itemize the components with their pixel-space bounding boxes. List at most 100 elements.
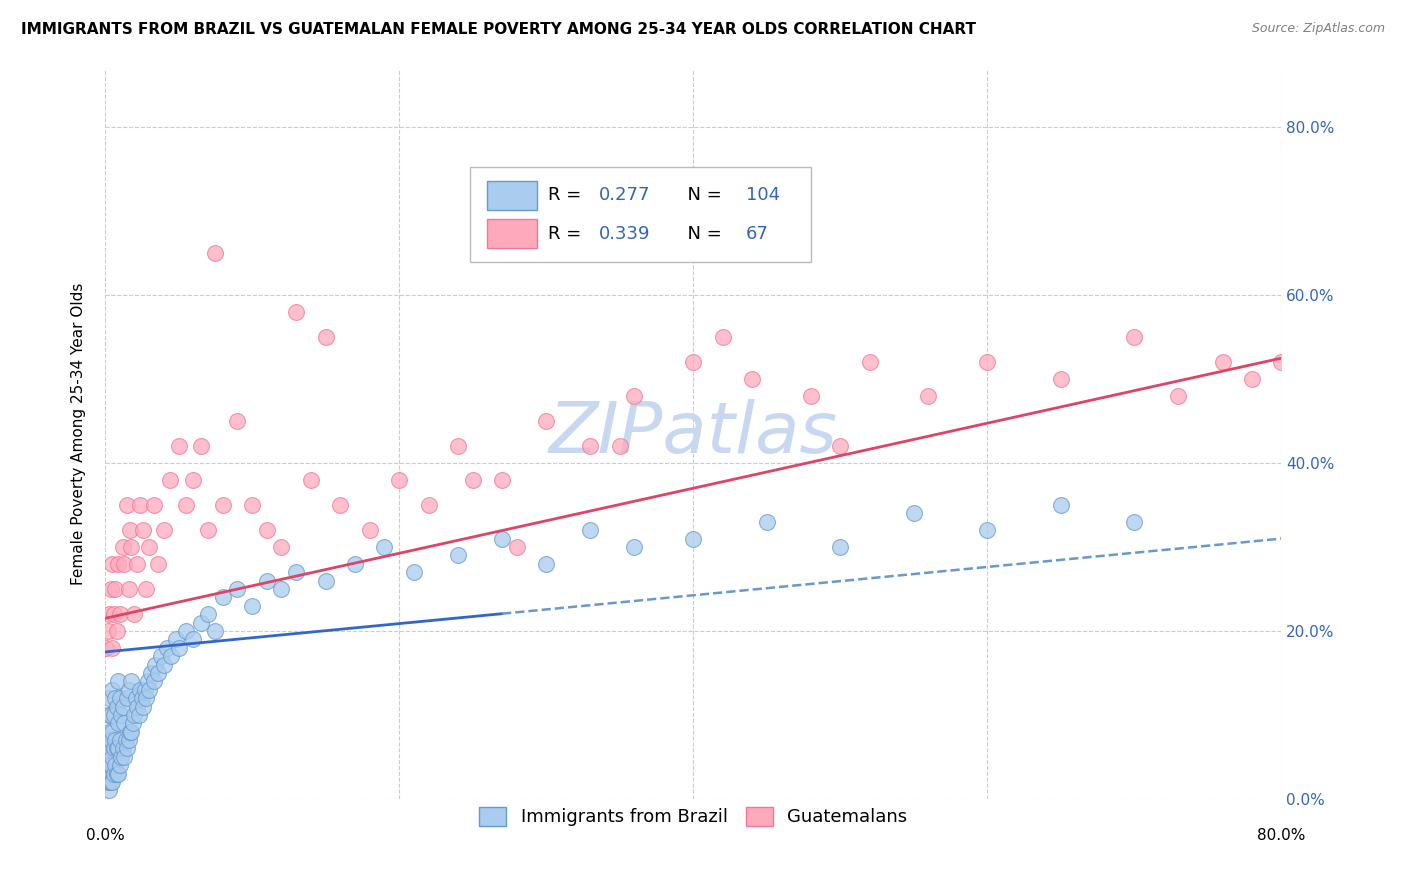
- Point: [142, 674, 165, 689]
- Text: 0.339: 0.339: [599, 225, 651, 243]
- Point: [135, 691, 157, 706]
- Point: [100, 733, 122, 747]
- Point: [98, 775, 121, 789]
- Text: N =: N =: [675, 186, 727, 204]
- Point: [98, 741, 121, 756]
- Point: [96, 741, 118, 756]
- Point: [96, 640, 118, 655]
- Point: [120, 724, 142, 739]
- Point: [976, 355, 998, 369]
- Point: [329, 498, 352, 512]
- Point: [623, 540, 645, 554]
- Point: [142, 498, 165, 512]
- Point: [117, 682, 139, 697]
- Y-axis label: Female Poverty Among 25-34 Year Olds: Female Poverty Among 25-34 Year Olds: [72, 283, 86, 585]
- Point: [343, 557, 366, 571]
- Point: [1167, 389, 1189, 403]
- Point: [103, 707, 125, 722]
- Point: [534, 414, 557, 428]
- Point: [240, 599, 263, 613]
- Point: [609, 439, 631, 453]
- Point: [104, 691, 127, 706]
- Point: [124, 607, 146, 622]
- Point: [97, 624, 120, 638]
- Point: [197, 523, 219, 537]
- Point: [96, 750, 118, 764]
- Point: [181, 632, 204, 647]
- Point: [97, 733, 120, 747]
- Point: [506, 540, 529, 554]
- Point: [447, 549, 470, 563]
- Text: R =: R =: [548, 225, 588, 243]
- Point: [101, 775, 124, 789]
- Point: [122, 716, 145, 731]
- Point: [160, 649, 183, 664]
- Point: [108, 607, 131, 622]
- Point: [117, 733, 139, 747]
- Point: [103, 607, 125, 622]
- Point: [153, 657, 176, 672]
- Point: [165, 632, 187, 647]
- FancyBboxPatch shape: [488, 219, 537, 249]
- Point: [112, 716, 135, 731]
- Text: R =: R =: [548, 186, 588, 204]
- Point: [107, 766, 129, 780]
- Point: [190, 439, 212, 453]
- Point: [976, 523, 998, 537]
- Point: [138, 540, 160, 554]
- Point: [107, 674, 129, 689]
- Point: [107, 741, 129, 756]
- Point: [105, 624, 128, 638]
- Point: [461, 473, 484, 487]
- Text: 80.0%: 80.0%: [1257, 828, 1306, 843]
- Point: [917, 389, 939, 403]
- Point: [127, 699, 149, 714]
- Point: [388, 473, 411, 487]
- Legend: Immigrants from Brazil, Guatemalans: Immigrants from Brazil, Guatemalans: [472, 800, 914, 834]
- Point: [120, 540, 142, 554]
- Point: [124, 707, 146, 722]
- Point: [115, 741, 138, 756]
- Point: [211, 591, 233, 605]
- Point: [97, 707, 120, 722]
- Point: [97, 766, 120, 780]
- Point: [115, 498, 138, 512]
- Point: [903, 507, 925, 521]
- Point: [98, 758, 121, 772]
- FancyBboxPatch shape: [488, 181, 537, 210]
- Point: [100, 707, 122, 722]
- Point: [1270, 355, 1292, 369]
- Point: [105, 766, 128, 780]
- Point: [315, 574, 337, 588]
- Point: [120, 674, 142, 689]
- Point: [101, 724, 124, 739]
- Point: [107, 716, 129, 731]
- Point: [107, 557, 129, 571]
- Text: Source: ZipAtlas.com: Source: ZipAtlas.com: [1251, 22, 1385, 36]
- Point: [96, 758, 118, 772]
- Text: 67: 67: [747, 225, 769, 243]
- Point: [226, 414, 249, 428]
- Point: [418, 498, 440, 512]
- Text: N =: N =: [675, 225, 727, 243]
- Point: [315, 330, 337, 344]
- Point: [1049, 372, 1071, 386]
- Point: [1212, 355, 1234, 369]
- Point: [108, 733, 131, 747]
- Point: [118, 523, 141, 537]
- Point: [1123, 515, 1146, 529]
- Point: [270, 540, 292, 554]
- Point: [108, 691, 131, 706]
- Point: [491, 473, 513, 487]
- Point: [104, 582, 127, 596]
- Point: [359, 523, 381, 537]
- Point: [117, 582, 139, 596]
- Point: [146, 665, 169, 680]
- Point: [211, 498, 233, 512]
- Point: [682, 355, 704, 369]
- Point: [156, 640, 179, 655]
- Point: [153, 523, 176, 537]
- Point: [755, 515, 778, 529]
- Point: [101, 682, 124, 697]
- Point: [1049, 498, 1071, 512]
